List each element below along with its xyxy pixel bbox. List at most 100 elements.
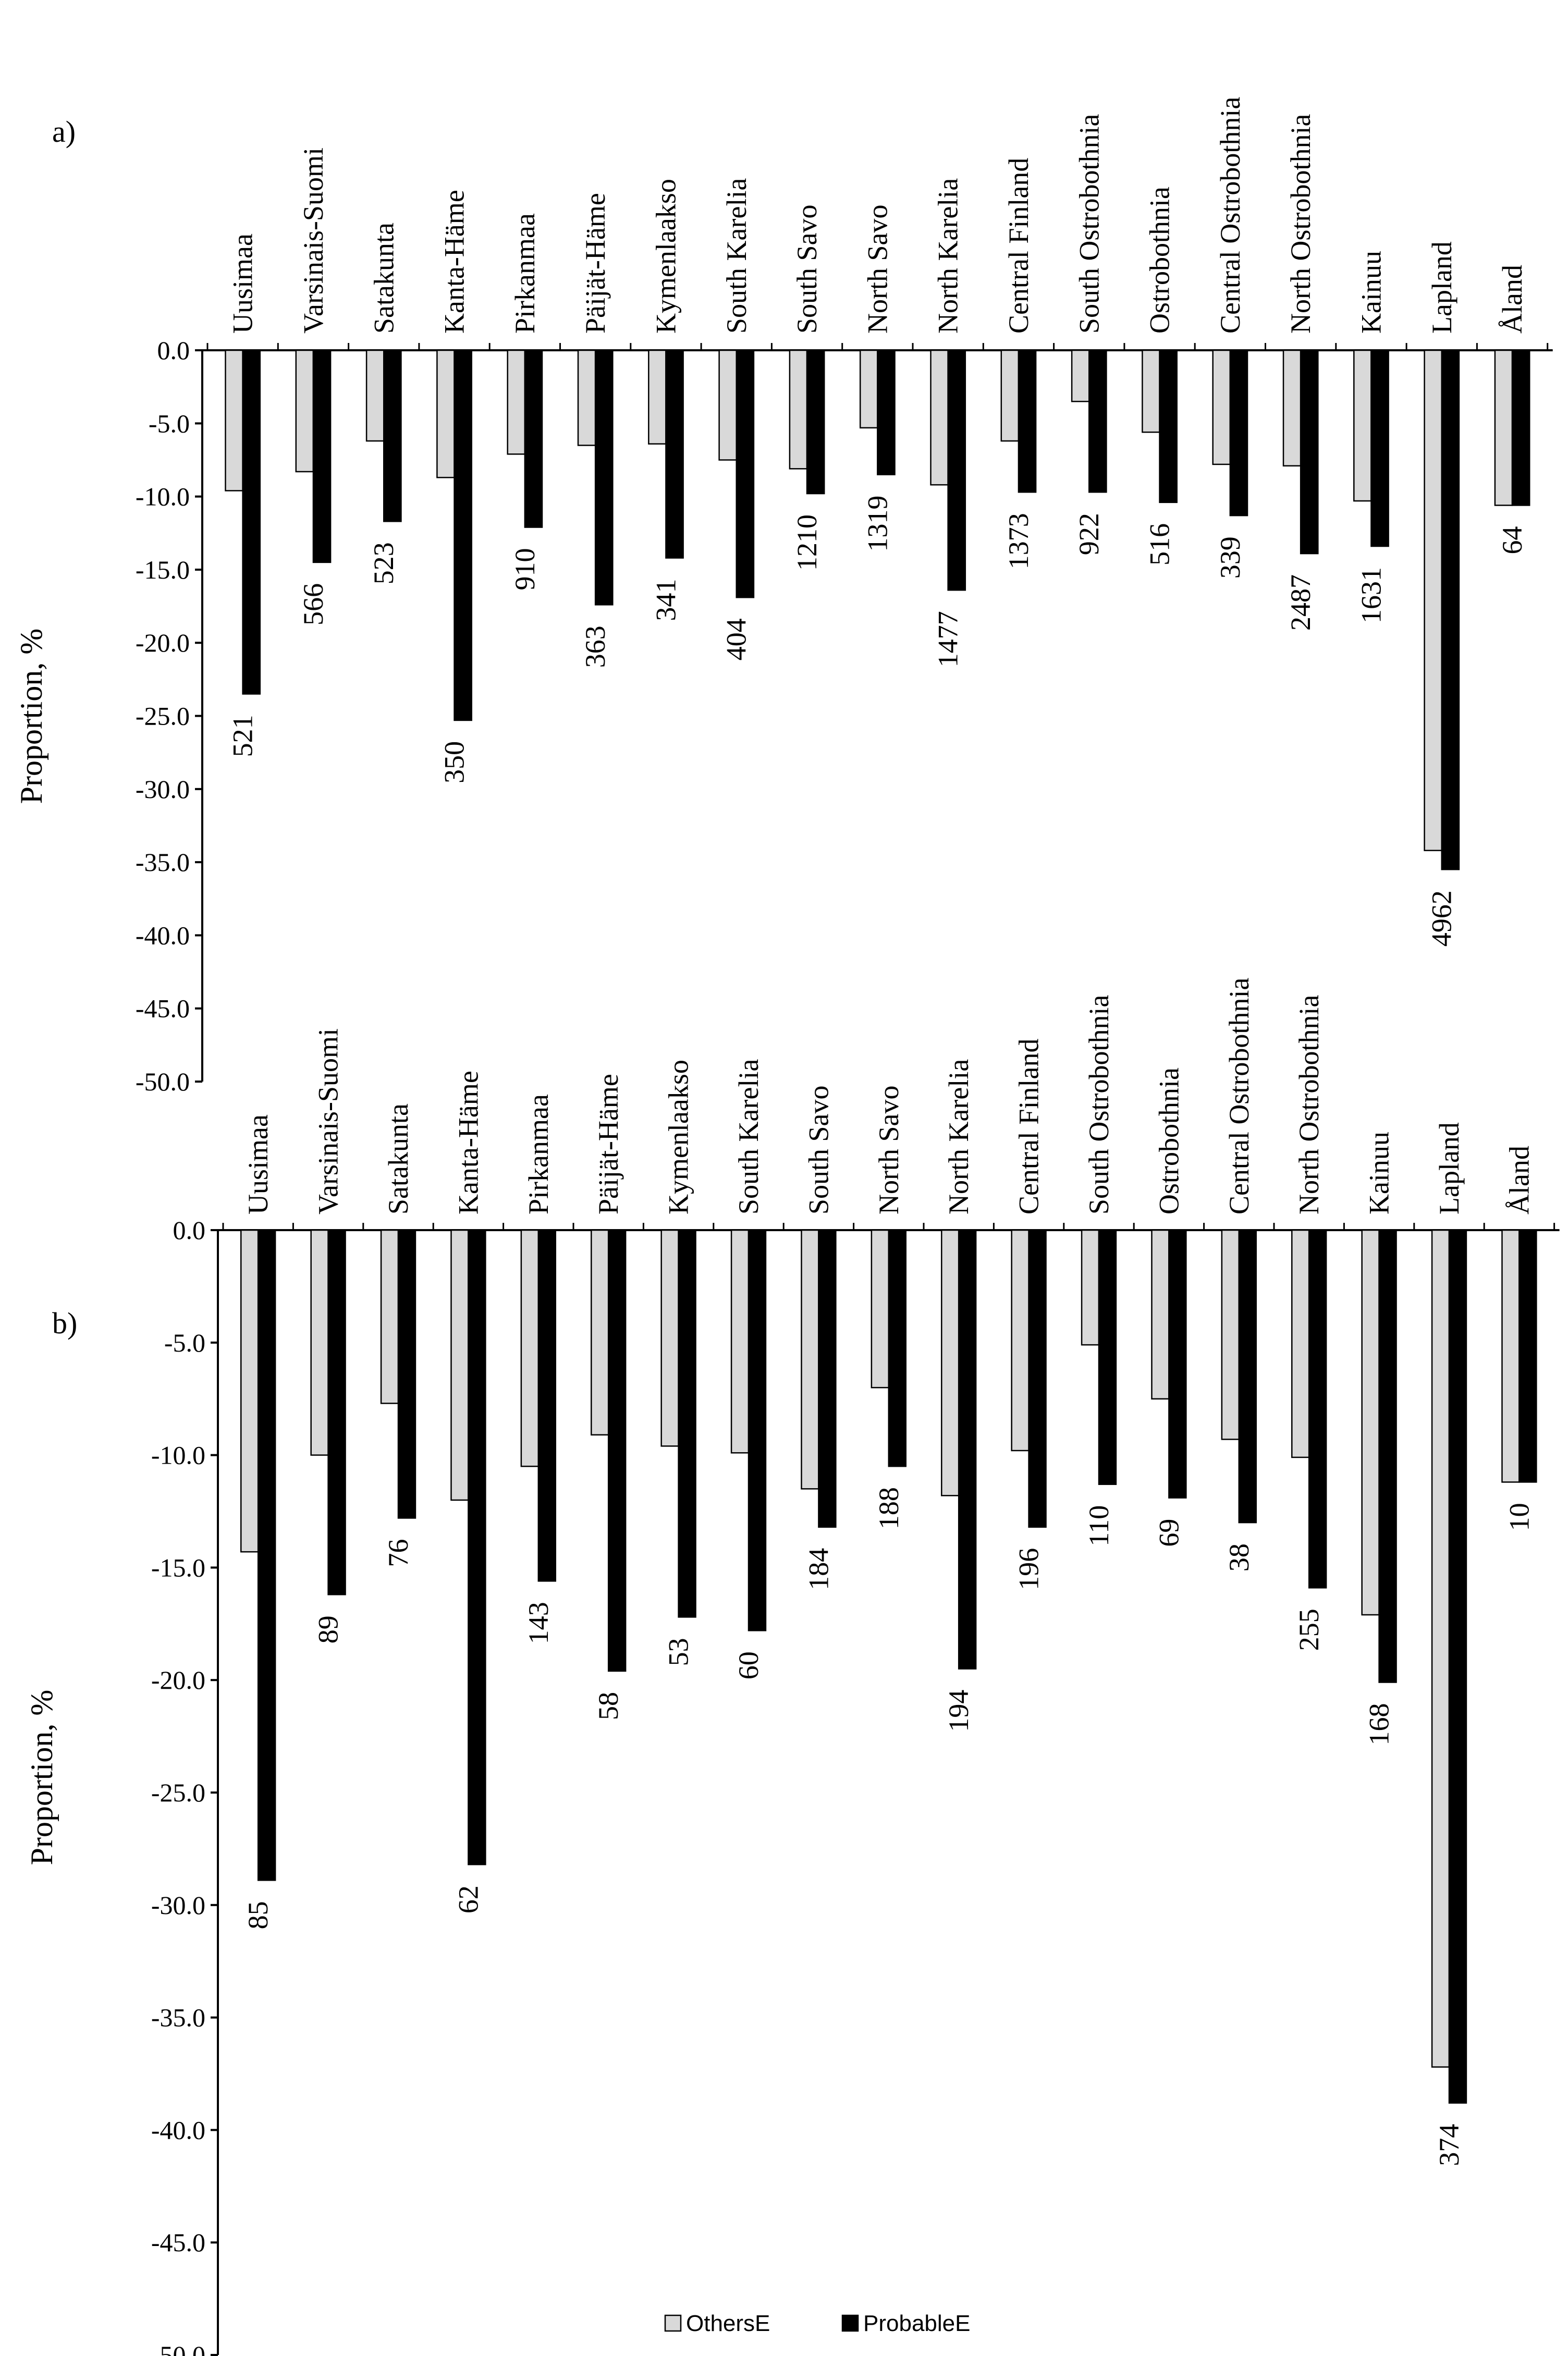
bar-otherse [730,1229,750,1454]
bar-probablee [1518,1229,1537,1483]
bar-probablee [537,1229,556,1582]
y-tick-label: -5.0 [149,409,190,438]
bar-probablee [383,349,402,522]
bar-probablee [1159,349,1178,504]
category-label: South Karelia [721,178,752,334]
data-label: 143 [523,1602,554,1644]
panel-a: a) Proportion, % 0.0 -5.0 -10.0 -15.0 -20.0 -25… [14,97,1553,1096]
data-label: 521 [227,715,259,757]
bar-otherse [1081,1229,1100,1346]
bar-otherse [1501,1229,1520,1483]
bar-otherse [1221,1229,1240,1440]
y-tick-label: -10.0 [151,1441,205,1470]
y-tick-label: -50.0 [151,2340,205,2356]
category-label: South Karelia [733,1059,764,1214]
bar-otherse [225,349,243,492]
bar-probablee [1028,1229,1047,1528]
bar-otherse [1212,349,1231,465]
legend-swatch-probablee [841,2314,859,2332]
bar-probablee [1441,349,1460,870]
y-tick-label: -35.0 [151,2003,205,2032]
bar-probablee [524,349,543,528]
bar-otherse [310,1229,329,1456]
bar-otherse [801,1229,819,1490]
category-label: Central Ostrobothnia [1223,978,1255,1214]
bar-otherse [1282,349,1302,467]
data-label: 566 [298,583,329,625]
data-label: 168 [1364,1703,1395,1746]
bar-probablee [1370,349,1389,547]
category-label: North Karelia [943,1059,974,1214]
data-label: 404 [721,618,752,660]
data-label: 110 [1083,1505,1114,1547]
category-label: Kainuu [1355,251,1387,334]
bar-probablee [877,349,896,475]
data-label: 1373 [1003,513,1034,569]
category-label: Pirkanmaa [523,1094,554,1214]
y-axis-label: Proportion, % [14,629,48,804]
data-label: 53 [663,1638,694,1666]
y-tick-label: -10.0 [136,482,190,511]
bar-otherse [591,1229,609,1436]
data-label: 38 [1223,1543,1255,1572]
y-axis-label: Proportion, % [24,1690,59,1866]
bar-otherse [1000,349,1020,442]
bar-otherse [295,349,314,473]
category-label: Ostrobothnia [1144,187,1175,334]
data-label: 2487 [1285,574,1316,631]
bar-otherse [1353,349,1372,502]
data-label: 89 [313,1615,344,1643]
bar-probablee [242,349,261,695]
y-tick-label: -35.0 [136,848,190,877]
category-label: Varsinais-Suomi [298,148,329,334]
data-label: 339 [1215,536,1246,579]
data-label: 196 [1013,1548,1045,1590]
category-label: Kainuu [1364,1132,1395,1214]
category-label: South Ostrobothnia [1083,995,1114,1214]
bar-otherse [871,1229,890,1389]
bar-otherse [1071,349,1090,402]
data-label: 60 [733,1651,764,1679]
bar-otherse [930,349,949,486]
data-label: 194 [943,1690,974,1732]
bar-probablee [1511,349,1530,506]
data-label: 58 [593,1692,624,1720]
bar-probablee [594,349,614,606]
data-label: 350 [439,741,470,783]
bar-otherse [507,349,526,455]
y-tick-label: -30.0 [151,1891,205,1920]
category-label: Åland [1503,1146,1535,1214]
category-label: Satakunta [368,223,399,334]
category-label: Lapland [1426,241,1457,334]
bar-probablee [947,349,966,591]
bar-otherse [450,1229,469,1501]
bar-probablee [1168,1229,1187,1499]
panel-b: b) Proportion, % 0.0 -5.0 -10.0 -15.0 -20.0 -25… [24,978,1560,2356]
bar-otherse [1361,1229,1380,1616]
bar-otherse [577,349,596,446]
y-tick-label: 0.0 [157,336,190,365]
data-label: 188 [873,1487,904,1529]
legend: OthersE ProbableE [664,2311,970,2336]
bar-otherse [1151,1229,1170,1400]
y-tick-label: -15.0 [136,555,190,584]
y-tick-label: -15.0 [151,1553,205,1582]
panel-label: a) [52,115,76,149]
category-label: Satakunta [383,1103,414,1214]
data-label: 85 [242,1901,274,1929]
y-tick-label: -20.0 [151,1665,205,1695]
bar-otherse [365,349,385,442]
y-tick-label: -5.0 [164,1328,205,1357]
data-label: 1631 [1355,567,1387,623]
y-tick-label: -50.0 [136,1067,190,1096]
data-label: 341 [650,579,681,621]
category-label: Lapland [1434,1122,1465,1214]
y-tick-label: -40.0 [136,921,190,950]
bar-probablee [312,349,332,563]
data-label: 10 [1503,1503,1535,1531]
bar-probablee [1088,349,1107,493]
bar-probablee [818,1229,837,1528]
bar-probablee [1308,1229,1327,1589]
bar-otherse [941,1229,960,1496]
